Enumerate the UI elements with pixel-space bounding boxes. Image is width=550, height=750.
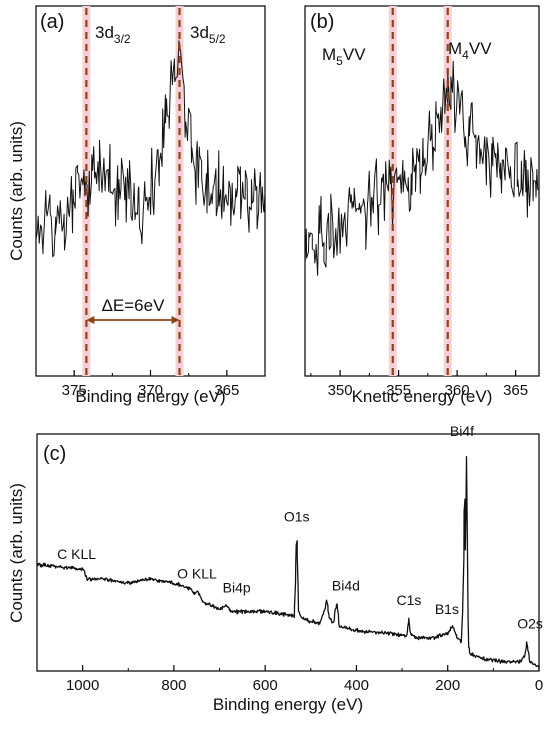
- x-tick-label-1: 370: [138, 382, 163, 399]
- energy-spacing-label: ΔE=6eV: [102, 296, 166, 315]
- peak-label-1: O KLL: [177, 565, 217, 581]
- x-tick-label-1: 800: [161, 677, 186, 694]
- marker-label-m5vv: M5VV: [322, 45, 366, 68]
- panel-b-x-ticks: 350 355 360 365: [310, 370, 528, 399]
- panel-b: 350 355 360 365 (b) Knetic energy (eV) M5VV…: [304, 5, 540, 406]
- x-tick-label-1: 355: [386, 382, 411, 399]
- marker-label-m4vv: M4VV: [448, 39, 492, 62]
- peak-label-3: O1s: [284, 509, 310, 525]
- spacing-arrowhead-left: [86, 316, 95, 324]
- panel-c-ylabel: Counts (arb. units): [7, 483, 26, 623]
- peak-label-8: O2s: [517, 616, 543, 632]
- x-tick-label-5: 0: [535, 677, 543, 694]
- peak-label-5: C1s: [396, 592, 421, 608]
- x-tick-label-0: 1000: [66, 677, 99, 694]
- peak-label-2: Bi4p: [223, 580, 251, 596]
- panel-c-label: (c): [43, 443, 66, 465]
- peak-label-0: C KLL: [57, 546, 96, 562]
- panel-a-label: (a): [40, 11, 64, 33]
- energy-spacing-arrow: [86, 316, 180, 324]
- panel-a-x-ticks: 375 370 365: [62, 370, 239, 399]
- x-tick-label-0: 350: [328, 382, 353, 399]
- panel-c-plot: [36, 456, 540, 668]
- panel-b-label: (b): [310, 11, 334, 33]
- marker-label-3d-5-2: 3d5/2: [190, 23, 226, 46]
- series-line-pc: [36, 456, 540, 668]
- panel-b-frame: [304, 5, 540, 377]
- panel-a-markers: [85, 8, 181, 376]
- panel-c-xlabel: Binding energy (eV): [213, 695, 363, 714]
- panel-b-markers: [391, 8, 449, 376]
- panel-c-x-ticks: 1000 800 600 400 200 0: [66, 665, 543, 694]
- spacing-arrowhead-right: [171, 316, 180, 324]
- x-tick-label-3: 365: [503, 382, 528, 399]
- panel-a-ylabel: Counts (arb. units): [7, 121, 26, 261]
- panel-a-xlabel: Binding energy (eV): [75, 387, 225, 406]
- x-tick-label-4: 200: [435, 677, 460, 694]
- x-tick-label-0: 375: [62, 382, 87, 399]
- series-line-pb: [304, 60, 540, 276]
- marker-label-3d-3-2: 3d3/2: [95, 23, 131, 46]
- peak-label-6: B1s: [435, 601, 459, 617]
- x-tick-label-2: 365: [214, 382, 239, 399]
- peak-label-7: Bi4f: [450, 423, 474, 439]
- panel-c-frame: [36, 433, 540, 672]
- x-tick-label-3: 400: [344, 677, 369, 694]
- panel-c-peak-labels: C KLL O KLL Bi4p O1s Bi4d C1s B1s Bi4f O2s: [57, 423, 543, 631]
- series-line-pa: [35, 40, 266, 258]
- peak-label-4: Bi4d: [332, 578, 360, 594]
- x-tick-label-2: 360: [445, 382, 470, 399]
- panel-b-plot: [304, 60, 540, 276]
- x-tick-label-2: 600: [253, 677, 278, 694]
- panel-b-xlabel: Knetic energy (eV): [352, 387, 493, 406]
- panel-a: 375 370 365 (a) Binding energy (eV) Counts…: [7, 5, 266, 406]
- panel-a-plot: [35, 40, 266, 258]
